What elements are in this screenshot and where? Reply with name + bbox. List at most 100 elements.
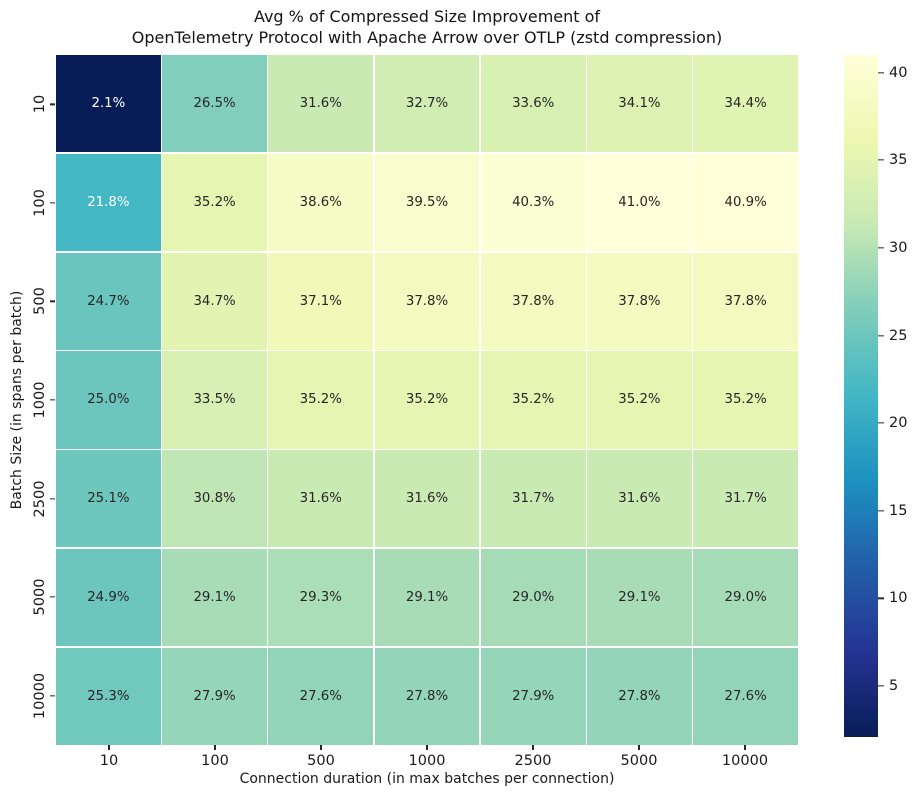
- heatmap-cell: 35.2%: [587, 351, 692, 449]
- colorbar-tick-label: 15: [889, 502, 908, 519]
- y-tick-label: 100: [32, 189, 48, 217]
- heatmap-cell: 41.0%: [587, 153, 692, 252]
- chart-title: Avg % of Compressed Size Improvement of …: [56, 6, 798, 48]
- x-tick-label: 10: [99, 753, 119, 769]
- y-tick-label: 10000: [32, 672, 48, 719]
- x-tick-mark: [320, 745, 322, 750]
- heatmap-grid: 2.1% 26.5% 31.6% 32.7% 33.6% 34.1% 34.4% 21.8% 3…: [56, 55, 798, 745]
- heatmap-cell: 31.6%: [268, 450, 374, 548]
- heatmap-cell: 29.1%: [374, 548, 480, 647]
- heatmap-cell: 27.6%: [268, 647, 374, 745]
- cell-value-label: 34.1%: [618, 96, 661, 112]
- heatmap-cell: 34.1%: [587, 55, 692, 153]
- colorbar-tick-mark: [878, 597, 884, 600]
- x-tick-mark: [532, 745, 534, 750]
- colorbar-tick-mark: [878, 71, 884, 74]
- heatmap-cell: 35.2%: [268, 351, 374, 449]
- colorbar-tick-mark: [878, 247, 884, 249]
- cell-value-label: 29.1%: [405, 590, 449, 606]
- y-tick-label: 10: [32, 95, 48, 114]
- heatmap-cell: 31.6%: [587, 450, 692, 548]
- cell-value-label: 31.6%: [299, 491, 342, 507]
- cell-value-label: 27.9%: [512, 688, 555, 704]
- heatmap-cell: 35.2%: [693, 351, 798, 449]
- heatmap-cell: 35.2%: [374, 351, 480, 449]
- x-tick-label: 500: [307, 753, 335, 769]
- heatmap-cell: 29.1%: [162, 548, 267, 647]
- y-tick-mark: [50, 103, 55, 105]
- colorbar-tick-mark: [878, 510, 884, 512]
- y-tick-mark: [50, 300, 55, 303]
- x-tick-mark: [108, 745, 110, 750]
- cell-value-label: 37.8%: [405, 293, 449, 309]
- x-tick-mark: [638, 745, 640, 750]
- x-tick-label: 100: [201, 753, 229, 769]
- heatmap-cell: 25.1%: [56, 450, 161, 548]
- heatmap-cell: 26.5%: [162, 55, 267, 153]
- cell-value-label: 29.0%: [512, 590, 555, 606]
- cell-value-label: 24.9%: [87, 590, 130, 606]
- colorbar-tick-label: 25: [889, 327, 908, 344]
- cell-value-label: 34.4%: [724, 96, 767, 112]
- cell-value-label: 35.2%: [512, 392, 555, 408]
- colorbar-tick-label: 5: [889, 678, 899, 695]
- cell-value-label: 27.6%: [299, 688, 342, 704]
- y-tick-label: 2500: [32, 480, 48, 518]
- heatmap-cell: 30.8%: [162, 450, 267, 548]
- cell-value-label: 29.3%: [299, 590, 342, 606]
- y-tick-mark: [50, 202, 55, 204]
- cell-value-label: 35.2%: [193, 194, 236, 210]
- cell-value-label: 31.7%: [724, 491, 767, 507]
- colorbar-tick-mark: [878, 334, 884, 337]
- cell-value-label: 35.2%: [405, 392, 449, 408]
- cell-value-label: 31.7%: [512, 491, 555, 507]
- heatmap-cell: 31.7%: [480, 450, 586, 548]
- colorbar-tick-label: 10: [889, 590, 908, 607]
- cell-value-label: 27.9%: [193, 688, 236, 704]
- heatmap-cell: 35.2%: [480, 351, 586, 449]
- colorbar-tick-label: 35: [889, 152, 908, 169]
- cell-value-label: 29.1%: [193, 590, 236, 606]
- cell-value-label: 37.8%: [724, 293, 767, 309]
- cell-value-label: 25.1%: [87, 491, 130, 507]
- heatmap-cell: 27.9%: [162, 647, 267, 745]
- heatmap-cell: 29.3%: [268, 548, 374, 647]
- heatmap-cell: 37.8%: [480, 252, 586, 350]
- x-tick-mark: [744, 745, 746, 750]
- heatmap-cell: 29.1%: [587, 548, 692, 647]
- heatmap-cell: 38.6%: [268, 153, 374, 252]
- heatmap-cell: 31.6%: [374, 450, 480, 548]
- cell-value-label: 38.6%: [299, 194, 342, 210]
- heatmap-cell: 39.5%: [374, 153, 480, 252]
- cell-value-label: 30.8%: [193, 491, 236, 507]
- y-tick-label: 500: [32, 287, 48, 316]
- cell-value-label: 27.6%: [724, 688, 767, 704]
- cell-value-label: 31.6%: [405, 491, 449, 507]
- cell-value-label: 37.8%: [618, 293, 661, 309]
- x-tick-label: 10000: [721, 753, 769, 769]
- cell-value-label: 21.8%: [87, 194, 130, 210]
- x-tick-label: 5000: [620, 753, 658, 769]
- colorbar-tick-label: 20: [889, 415, 908, 432]
- heatmap-cell: 31.7%: [693, 450, 798, 548]
- heatmap-cell: 27.6%: [693, 647, 798, 745]
- cell-value-label: 32.7%: [405, 96, 449, 112]
- heatmap-cell: 34.4%: [693, 55, 798, 153]
- heatmap-cell: 37.8%: [693, 252, 798, 350]
- chart-title-line-2: OpenTelemetry Protocol with Apache Arrow…: [131, 28, 723, 47]
- heatmap-cell: 37.8%: [587, 252, 692, 350]
- heatmap-cell: 27.8%: [587, 647, 692, 745]
- cell-value-label: 35.2%: [299, 392, 342, 408]
- colorbar-tick-label: 40: [889, 64, 908, 81]
- heatmap-cell: 27.8%: [374, 647, 480, 745]
- heatmap-cell: 40.3%: [480, 153, 586, 252]
- cell-value-label: 26.5%: [193, 96, 236, 112]
- y-axis-title: Batch Size (in spans per batch): [9, 290, 25, 510]
- y-tick-mark: [50, 695, 55, 697]
- cell-value-label: 24.7%: [87, 293, 130, 309]
- cell-value-label: 37.8%: [512, 293, 555, 309]
- chart-title-line-1: Avg % of Compressed Size Improvement of: [253, 7, 601, 26]
- cell-value-label: 41.0%: [618, 194, 661, 210]
- colorbar-gradient: [844, 55, 878, 737]
- heatmap-cell: 27.9%: [480, 647, 586, 745]
